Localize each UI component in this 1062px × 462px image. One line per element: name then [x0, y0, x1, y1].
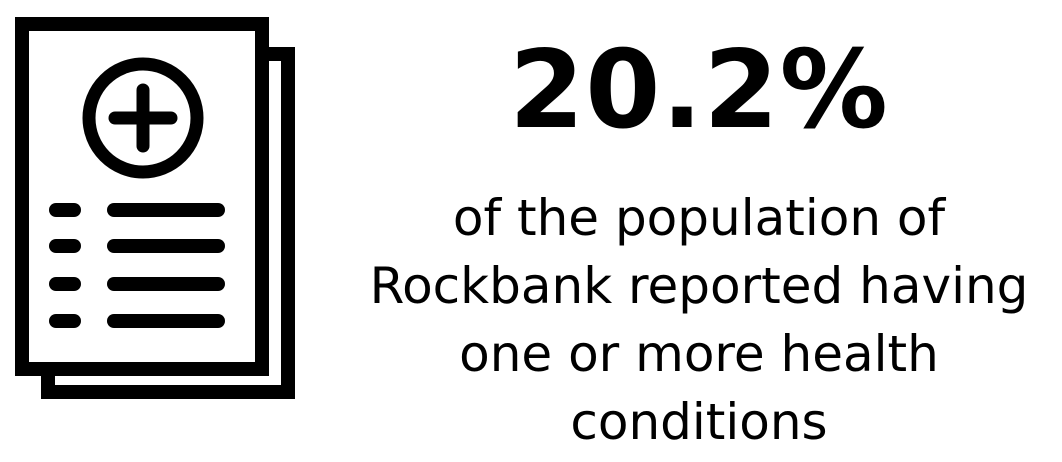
medical-report-icon: [8, 14, 298, 404]
stat-caption-line-4: conditions: [570, 393, 828, 451]
stat-caption-line-1: of the population of: [452, 189, 946, 247]
stat-value: 20.2%: [509, 28, 889, 153]
medical-report-icon-graphic: [15, 17, 295, 399]
front-page-outline: [15, 17, 269, 376]
list-lines: [49, 203, 225, 328]
stat-caption-line-2: Rockbank reported having: [369, 257, 1029, 315]
stat-caption: of the population of Rockbank reported h…: [340, 184, 1058, 456]
stat-text-column: 20.2% of the population of Rockbank repo…: [340, 0, 1058, 462]
stat-caption-line-3: one or more health: [459, 325, 939, 383]
back-page-outline: [41, 47, 295, 399]
plus-circle: [82, 57, 204, 179]
